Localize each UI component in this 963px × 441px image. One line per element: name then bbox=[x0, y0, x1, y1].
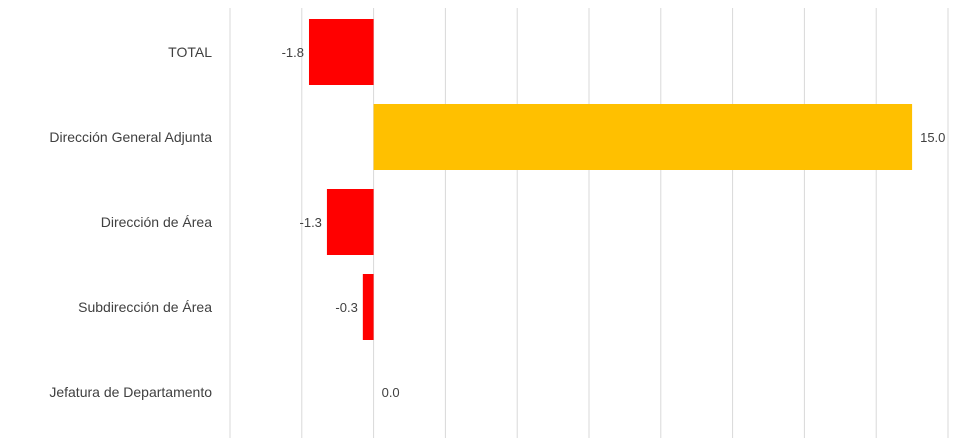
category-label: Dirección General Adjunta bbox=[49, 129, 212, 145]
category-labels: TOTAL Dirección General Adjunta Dirección … bbox=[49, 44, 212, 400]
data-label: 15.0 bbox=[920, 130, 945, 145]
category-label: Subdirección de Área bbox=[78, 299, 212, 315]
bar bbox=[362, 274, 374, 340]
bar bbox=[326, 189, 374, 255]
data-label: -0.3 bbox=[335, 300, 357, 315]
data-label: -1.8 bbox=[282, 45, 304, 60]
category-label: Dirección de Área bbox=[101, 214, 212, 230]
category-label: Jefatura de Departamento bbox=[49, 384, 212, 400]
data-label: -1.3 bbox=[300, 215, 322, 230]
bar bbox=[373, 104, 913, 170]
data-labels: -1.8 15.0 -1.3 -0.3 0.0 bbox=[282, 45, 946, 400]
category-label: TOTAL bbox=[168, 44, 212, 60]
data-label: 0.0 bbox=[382, 385, 400, 400]
bars bbox=[308, 19, 913, 340]
bar bbox=[308, 19, 374, 85]
